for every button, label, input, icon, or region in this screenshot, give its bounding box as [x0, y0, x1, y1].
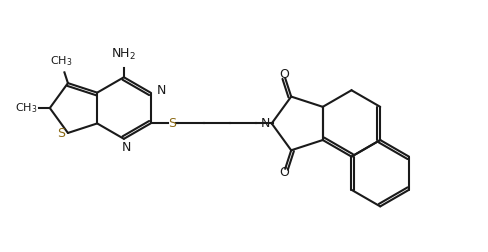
Text: CH$_3$: CH$_3$ — [16, 101, 38, 115]
Text: O: O — [278, 166, 288, 179]
Text: S: S — [168, 117, 176, 130]
Text: S: S — [57, 128, 64, 140]
Text: N: N — [156, 84, 166, 97]
Text: NH$_2$: NH$_2$ — [111, 47, 136, 62]
Text: N: N — [122, 141, 131, 154]
Text: CH$_3$: CH$_3$ — [49, 54, 72, 68]
Text: N: N — [260, 117, 269, 130]
Text: O: O — [278, 68, 288, 81]
